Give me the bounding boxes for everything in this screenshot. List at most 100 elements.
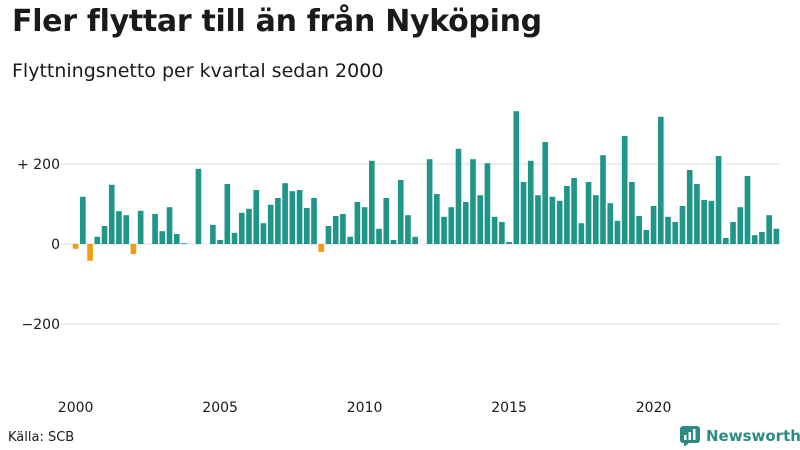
bar: [477, 195, 484, 244]
bar: [672, 222, 679, 244]
bar: [181, 243, 187, 244]
bar: [296, 190, 303, 244]
bar: [137, 210, 144, 244]
source-note: Källa: SCB: [8, 430, 75, 445]
bar: [527, 160, 534, 244]
x-tick-label: 2020: [636, 400, 672, 416]
bar: [224, 184, 231, 244]
brand-logo: Newsworthy: [680, 426, 800, 446]
bar: [614, 220, 621, 244]
bar: [520, 182, 527, 244]
bar: [318, 244, 325, 252]
bar: [282, 183, 288, 244]
y-tick-label: + 200: [17, 157, 60, 173]
bar: [600, 155, 606, 244]
bar: [506, 242, 512, 244]
bar: [571, 178, 577, 244]
bar: [101, 226, 108, 244]
bar: [513, 111, 520, 244]
bar: [715, 156, 722, 244]
bar: [72, 244, 79, 249]
bar: [173, 234, 180, 244]
bar: [773, 228, 780, 244]
bar: [159, 231, 166, 244]
bar: [629, 182, 635, 244]
bar: [332, 216, 339, 244]
bar: [607, 203, 614, 244]
bar: [405, 215, 411, 244]
bar: [592, 195, 599, 244]
bar: [354, 202, 361, 244]
bar: [650, 206, 657, 244]
bar: [152, 214, 158, 244]
bar: [766, 215, 772, 244]
bar: [361, 207, 368, 244]
bar: [303, 208, 310, 244]
bar: [585, 182, 592, 244]
bar: [253, 190, 260, 244]
bar: [499, 222, 505, 244]
bar: [744, 176, 751, 244]
bar: [80, 196, 86, 244]
bar: [260, 223, 267, 244]
bar: [376, 228, 382, 244]
bar: [311, 198, 317, 244]
bar: [621, 136, 628, 244]
bar: [267, 204, 274, 244]
x-tick-label: 2010: [347, 400, 383, 416]
bar: [535, 195, 541, 244]
bar: [347, 236, 353, 244]
x-tick-label: 2000: [58, 400, 94, 416]
bar: [383, 198, 390, 244]
bar: [578, 223, 585, 244]
bar: [694, 184, 700, 244]
newsworthy-logo-icon: [680, 426, 700, 446]
bar: [275, 198, 281, 244]
bar: [441, 216, 447, 244]
bar: [564, 186, 570, 244]
x-axis-ticks: 2000 2005 2010 2015 2020: [58, 400, 672, 416]
bar: [166, 207, 173, 244]
bar: [462, 202, 469, 244]
bar-chart: + 200 0 −200 2000 2005 2010 2015 2020: [17, 111, 780, 416]
bar: [434, 194, 440, 244]
bar: [231, 232, 238, 244]
x-tick-label: 2005: [202, 400, 238, 416]
x-tick-label: 2015: [491, 400, 527, 416]
bar: [455, 148, 462, 244]
chart-subtitle: Flyttningsnetto per kvartal sedan 2000: [12, 60, 384, 82]
bar: [412, 236, 418, 244]
bar: [484, 163, 491, 244]
bar: [94, 236, 101, 244]
bar: [340, 214, 346, 244]
bar: [397, 180, 404, 244]
bar: [470, 159, 476, 244]
y-tick-label: −200: [22, 317, 60, 333]
bar: [426, 159, 433, 244]
bar: [289, 191, 296, 244]
bar: [238, 212, 245, 244]
bar: [116, 211, 122, 244]
bar: [730, 222, 736, 244]
bar: [679, 206, 686, 244]
bar: [325, 226, 332, 244]
bar: [448, 207, 455, 244]
bar: [130, 244, 137, 254]
bar: [701, 200, 707, 244]
bar: [556, 200, 563, 244]
bar: [390, 240, 397, 244]
bar: [195, 168, 202, 244]
bar: [87, 244, 93, 261]
bar: [657, 116, 664, 244]
bar: [643, 230, 650, 244]
bar: [217, 240, 223, 244]
y-tick-label: 0: [51, 237, 60, 253]
bar: [108, 184, 115, 244]
y-axis-ticks: + 200 0 −200: [17, 157, 60, 333]
bar: [491, 216, 498, 244]
bar: [636, 216, 642, 244]
bar: [686, 170, 693, 244]
bar: [210, 224, 216, 244]
bar: [665, 216, 671, 244]
bar: [737, 207, 744, 244]
